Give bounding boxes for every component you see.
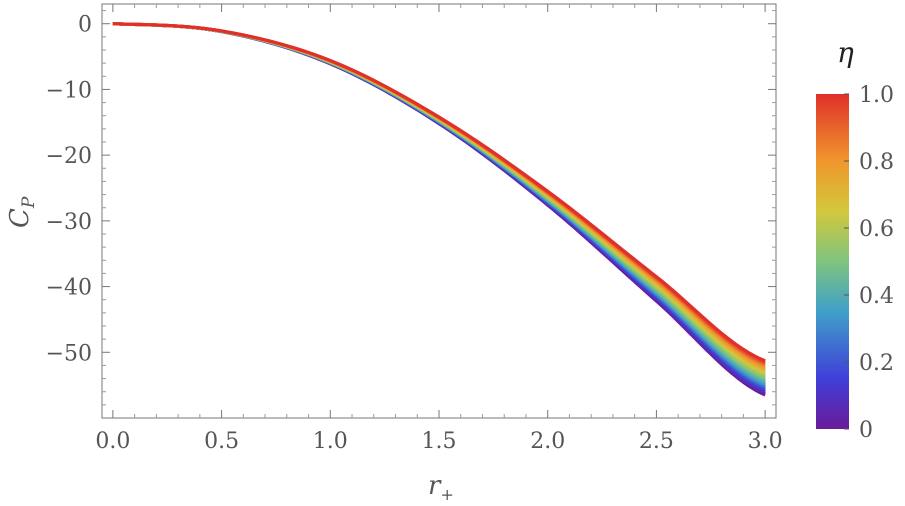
y-tick-label: −20 xyxy=(46,144,92,169)
x-tick-label: 2.0 xyxy=(530,429,565,454)
y-tick-label: −30 xyxy=(46,210,92,235)
y-tick-label: 0 xyxy=(78,13,92,38)
colorbar-tick-label: 0.6 xyxy=(859,217,894,242)
series-line xyxy=(112,22,766,395)
y-axis-label: CP xyxy=(5,196,39,228)
series-line xyxy=(112,22,766,371)
colorbar-tick-label: 0.8 xyxy=(859,150,894,175)
series-line xyxy=(112,22,766,370)
series-line xyxy=(112,22,766,387)
plot-frame xyxy=(101,3,777,419)
x-tick-label: 3.0 xyxy=(748,429,783,454)
x-tick-label: 1.5 xyxy=(422,429,457,454)
series-line xyxy=(112,22,766,392)
colorbar-title: η xyxy=(837,36,854,69)
y-tick-label: −40 xyxy=(46,276,92,301)
y-axis-label-sub: P xyxy=(19,196,39,209)
colorbar-tick-label: 0.2 xyxy=(859,351,894,376)
colorbar-tick-label: 0.4 xyxy=(859,284,894,309)
series-line xyxy=(112,22,766,388)
series-line xyxy=(112,22,766,376)
x-tick-label: 1.0 xyxy=(313,429,348,454)
series-line xyxy=(112,22,766,368)
series-line xyxy=(112,22,766,378)
series-line xyxy=(112,22,766,383)
colorbar-gradient xyxy=(816,94,849,429)
series-line xyxy=(112,22,766,390)
y-tick-label: −50 xyxy=(46,341,92,366)
x-tick-label: 0.5 xyxy=(204,429,239,454)
series-line xyxy=(112,22,766,380)
series-line xyxy=(112,22,766,382)
x-tick-label: 2.5 xyxy=(639,429,674,454)
series-group xyxy=(112,22,766,397)
tick-labels: 0.0 0.5 1.0 1.5 2.0 2.5 3.0 0 −10 −20 −30 −40 −50 xyxy=(46,13,783,454)
series-line xyxy=(112,22,766,385)
x-axis-label-main: r xyxy=(428,471,442,501)
y-tick-label: −10 xyxy=(46,78,92,103)
series-line xyxy=(112,22,766,363)
series-line xyxy=(112,22,766,366)
x-axis-label: r+ xyxy=(428,471,454,504)
series-line xyxy=(112,22,766,375)
series-line xyxy=(112,22,766,373)
colorbar-tick-label: 1.0 xyxy=(859,83,894,108)
colorbar-ticks: 0 0.2 0.4 0.6 0.8 1.0 xyxy=(844,83,894,443)
y-axis-label-main: C xyxy=(5,208,35,228)
colorbar-tick-label: 0 xyxy=(859,418,873,443)
axis-ticks xyxy=(102,4,776,418)
series-line xyxy=(112,22,766,397)
x-axis-label-sub: + xyxy=(440,485,453,504)
colorbar: η 0 0.2 0.4 0.6 0.8 1.0 xyxy=(816,36,894,443)
x-tick-label: 0.0 xyxy=(95,429,130,454)
series-line xyxy=(112,22,766,394)
